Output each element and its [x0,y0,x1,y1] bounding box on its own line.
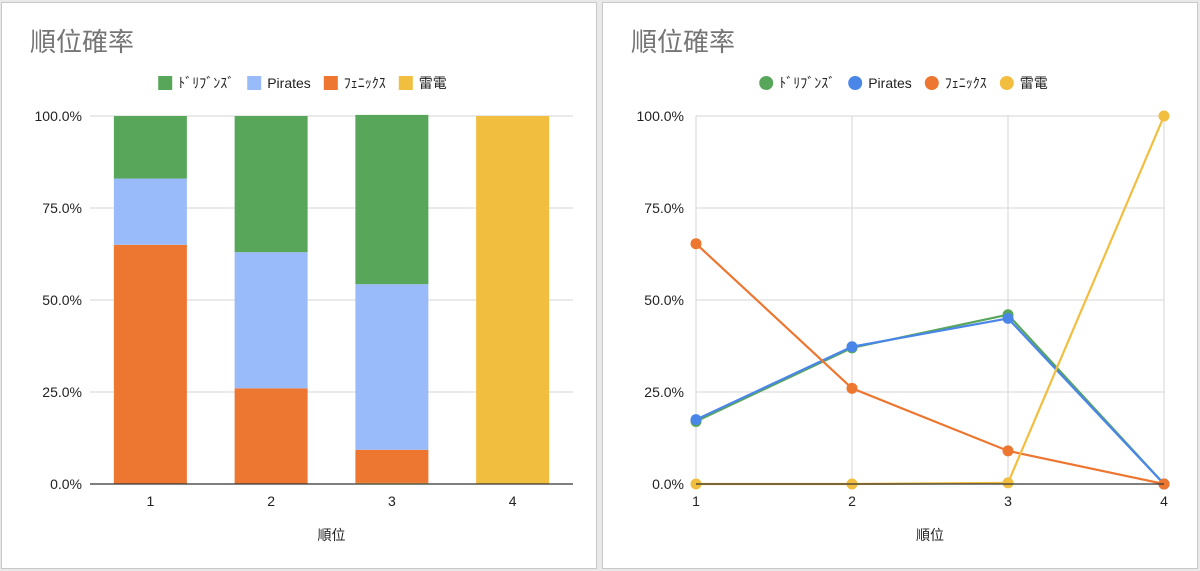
bar-segment-series-2-cat-2 [234,252,308,389]
legend-label: ﾄﾞﾘﾌﾞﾝｽﾞ [779,75,835,91]
legend-label: 雷電 [1020,75,1048,91]
line-series-3 [690,238,1170,490]
bar-segment-series-3-cat-1 [113,244,187,484]
chart-title: 順位確率 [30,27,134,57]
legend-label: ﾌｪﾆｯｸｽ [945,75,987,91]
legend-marker [398,76,413,90]
x-axis-title: 順位 [916,527,944,543]
chart-title: 順位確率 [631,27,735,57]
y-tick-label: 25.0% [42,384,82,400]
bar-segment-series-4-cat-4 [476,116,550,484]
series-line [695,313,1165,485]
line-series-2 [690,312,1170,490]
legend-label: Pirates [868,75,912,91]
legend-item-3: ﾌｪﾆｯｸｽ [323,75,386,91]
y-tick-label: 25.0% [644,384,684,400]
x-tick-label: 2 [267,493,275,509]
data-point [1002,445,1014,457]
legend-item-4: 雷電 [398,75,447,91]
stacked-bar-chart: 順位確率 ﾄﾞﾘﾌﾞﾝｽﾞ Pirates ﾌｪﾆｯｸｽ 雷電 0.0% 25.0% 50… [30,27,573,543]
chart-legend: ﾄﾞﾘﾌﾞﾝｽﾞ Pirates ﾌｪﾆｯｸｽ 雷電 [158,75,447,91]
legend-marker [759,76,774,90]
data-point [846,382,858,394]
axes: 0.0% 25.0% 50.0% 75.0% 100.0% 1 2 3 4 順位 [35,108,573,543]
y-tick-label: 100.0% [35,108,82,124]
data-point [1002,312,1014,324]
y-tick-label: 100.0% [637,108,684,124]
data-point [1002,477,1014,489]
y-tick-label: 75.0% [644,200,684,216]
line-series-1 [690,309,1170,490]
bar-segment-series-3-cat-3 [355,449,429,483]
legend-marker [848,76,863,90]
series-line [695,317,1165,485]
x-tick-label: 3 [1004,493,1012,509]
legend-item-3: ﾌｪﾆｯｸｽ [924,75,987,91]
legend-label: Pirates [267,75,311,91]
data-point [690,238,702,250]
legend-marker [247,76,262,90]
legend-item-2: Pirates [848,75,912,91]
y-tick-label: 75.0% [42,200,82,216]
x-tick-label: 4 [509,493,517,509]
legend-label: 雷電 [419,75,447,91]
legend-label: ﾄﾞﾘﾌﾞﾝｽﾞ [178,75,234,91]
legend-marker [999,76,1014,90]
chart-legend: ﾄﾞﾘﾌﾞﾝｽﾞ Pirates ﾌｪﾆｯｸｽ 雷電 [759,75,1048,91]
x-tick-label: 1 [146,493,154,509]
data-point [846,341,858,353]
bar-chart-panel: 順位確率 ﾄﾞﾘﾌﾞﾝｽﾞ Pirates ﾌｪﾆｯｸｽ 雷電 0.0% 25.0% 50… [1,2,597,569]
y-tick-label: 0.0% [50,476,82,492]
bar-segment-series-3-cat-2 [234,388,308,484]
legend-marker [158,76,173,90]
bars [113,114,550,484]
bar-segment-series-1-cat-3 [355,114,429,285]
y-tick-label: 0.0% [652,476,684,492]
bar-segment-series-2-cat-3 [355,284,429,450]
series-line [695,242,1165,486]
x-tick-label: 3 [388,493,396,509]
line-chart-panel: 順位確率 ﾄﾞﾘﾌﾞﾝｽﾞ Pirates ﾌｪﾆｯｸｽ 雷電 0.0% 25.0% 50… [602,2,1198,569]
data-point [1158,110,1170,122]
legend-marker [924,76,939,90]
legend-label: ﾌｪﾆｯｸｽ [344,75,386,91]
data-point [690,414,702,426]
bar-segment-series-1-cat-1 [113,116,187,179]
y-tick-label: 50.0% [644,292,684,308]
bar-segment-series-2-cat-1 [113,178,187,245]
x-axis-title: 順位 [318,527,346,543]
x-tick-label: 2 [848,493,856,509]
axes: 0.0% 25.0% 50.0% 75.0% 100.0% 1 2 3 4 順位 [637,108,1169,543]
legend-item-2: Pirates [247,75,311,91]
bar-segment-series-1-cat-2 [234,116,308,253]
y-tick-label: 50.0% [42,292,82,308]
legend-item-1: ﾄﾞﾘﾌﾞﾝｽﾞ [158,75,234,91]
x-tick-label: 1 [692,493,700,509]
line-chart: 順位確率 ﾄﾞﾘﾌﾞﾝｽﾞ Pirates ﾌｪﾆｯｸｽ 雷電 0.0% 25.0% 50… [631,27,1170,543]
legend-item-1: ﾄﾞﾘﾌﾞﾝｽﾞ [759,75,835,91]
x-tick-label: 4 [1160,493,1168,509]
gridlines [695,115,1165,484]
legend-item-4: 雷電 [999,75,1048,91]
legend-marker [323,76,338,90]
